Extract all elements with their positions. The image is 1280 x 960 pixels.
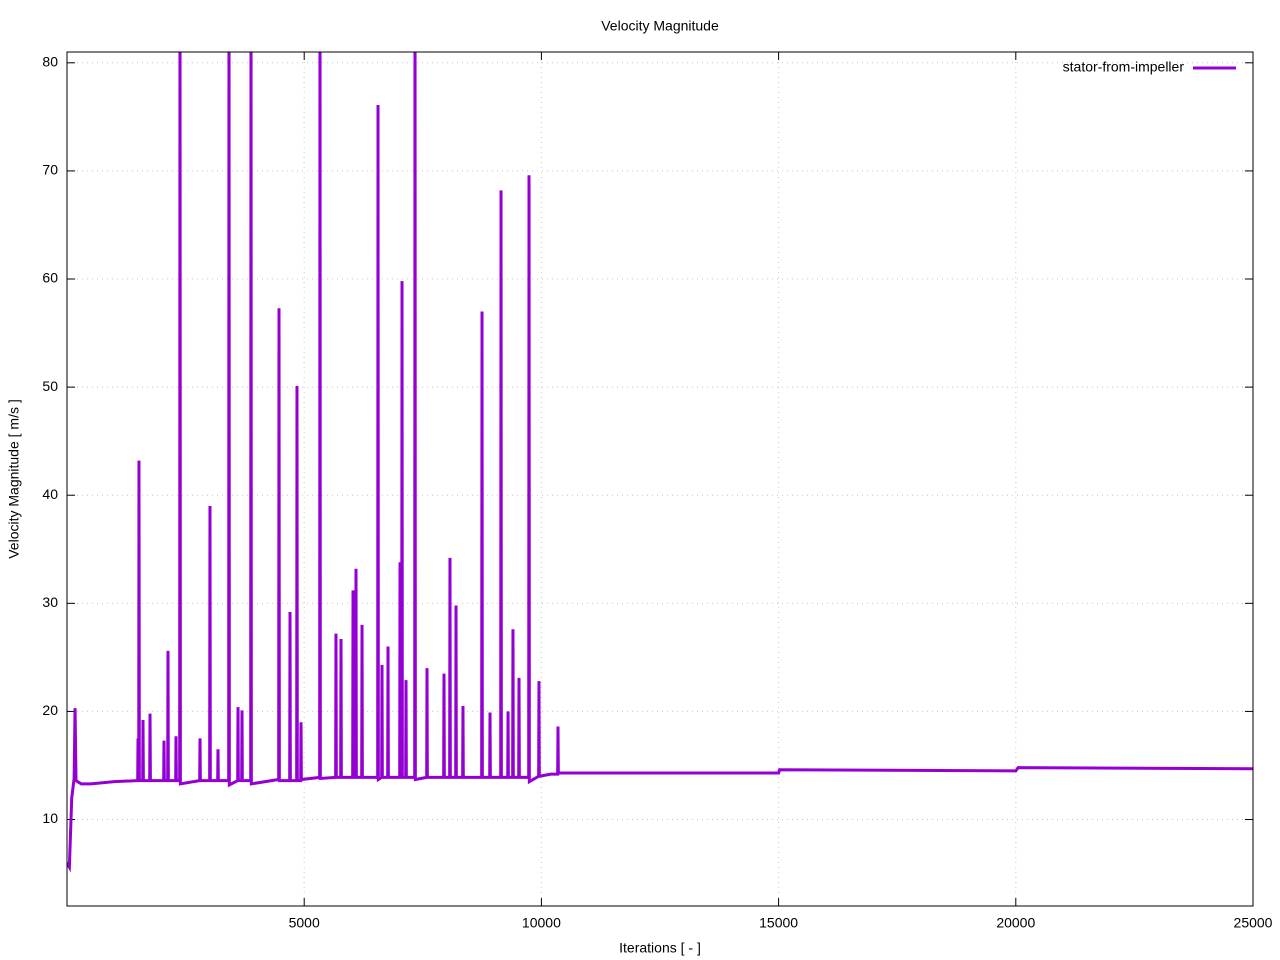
y-tick-label: 70	[42, 162, 58, 178]
y-tick-label: 30	[42, 594, 58, 610]
x-tick-label: 25000	[1234, 915, 1273, 931]
x-tick-label: 5000	[289, 915, 320, 931]
y-tick-label: 80	[42, 54, 58, 70]
legend-label: stator-from-impeller	[1063, 59, 1185, 75]
y-tick-label: 60	[42, 270, 58, 286]
x-tick-label: 20000	[996, 915, 1035, 931]
data-line	[67, 52, 1253, 873]
y-tick-label: 40	[42, 486, 58, 502]
y-tick-label: 20	[42, 702, 58, 718]
plot-border	[66, 51, 1254, 907]
y-tick-label: 10	[42, 810, 58, 826]
x-tick-label: 15000	[759, 915, 798, 931]
y-tick-label: 50	[42, 378, 58, 394]
x-axis-label: Iterations [ - ]	[619, 940, 701, 956]
x-tick-label: 10000	[522, 915, 561, 931]
y-axis-label: Velocity Magnitude [ m/s ]	[6, 399, 22, 559]
chart-title: Velocity Magnitude	[601, 18, 719, 34]
